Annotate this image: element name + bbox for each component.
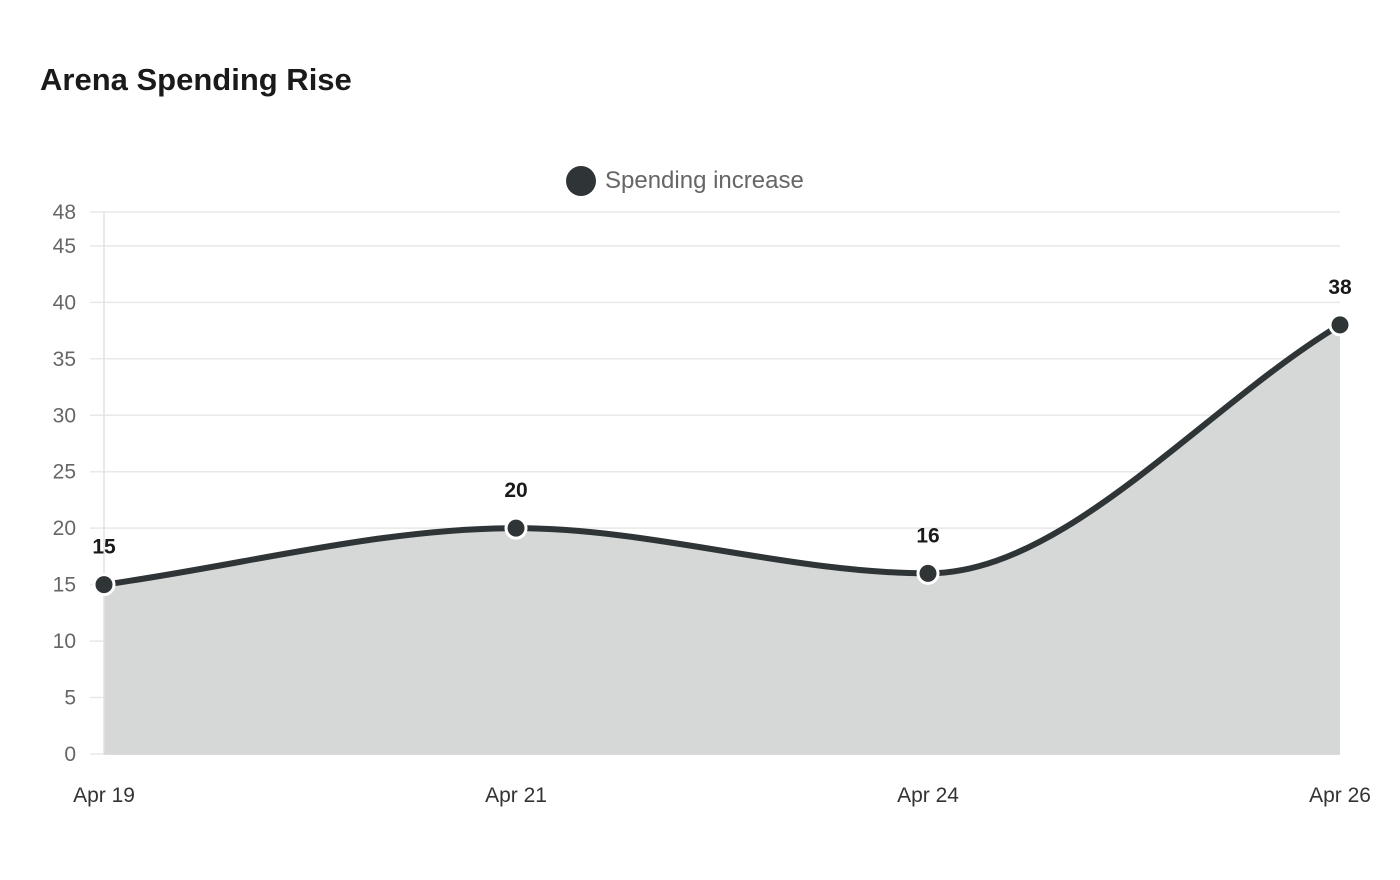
legend[interactable]: Spending increase bbox=[566, 166, 804, 196]
y-tick-label: 5 bbox=[64, 687, 76, 710]
x-tick-label: Apr 24 bbox=[897, 784, 959, 807]
y-tick-label: 30 bbox=[53, 404, 76, 427]
y-tick-label: 20 bbox=[53, 517, 76, 540]
x-tick-label: Apr 19 bbox=[73, 784, 135, 807]
axes bbox=[103, 212, 1340, 755]
y-tick-label: 0 bbox=[64, 743, 76, 766]
x-tick-label: Apr 26 bbox=[1309, 784, 1371, 807]
y-tick-label: 48 bbox=[53, 201, 76, 224]
x-tick-label: Apr 21 bbox=[485, 784, 547, 807]
series-line-layer bbox=[103, 322, 1342, 588]
x-axis-ticks: Apr 19 Apr 21 Apr 24 Apr 26 bbox=[73, 784, 1371, 807]
data-point[interactable] bbox=[92, 573, 116, 597]
data-point[interactable] bbox=[916, 561, 940, 585]
chart-title: Arena Spending Rise bbox=[40, 62, 352, 97]
area-fill bbox=[104, 324, 1340, 754]
y-tick-label: 45 bbox=[53, 235, 76, 258]
y-tick-label: 25 bbox=[53, 461, 76, 484]
data-points bbox=[92, 313, 1352, 597]
data-label: 15 bbox=[92, 536, 116, 559]
y-tick-label: 15 bbox=[53, 574, 76, 597]
y-tick-label: 40 bbox=[53, 291, 76, 314]
data-label: 16 bbox=[916, 524, 939, 547]
data-label: 38 bbox=[1328, 276, 1352, 299]
data-point[interactable] bbox=[504, 516, 528, 540]
legend-marker-icon bbox=[566, 166, 596, 196]
y-axis-ticks: 0 5 10 15 20 25 30 35 40 45 48 bbox=[53, 201, 76, 766]
series-line bbox=[103, 322, 1342, 588]
data-labels: 15 20 16 38 bbox=[92, 276, 1352, 559]
y-tick-label: 35 bbox=[53, 348, 76, 371]
area-fill-layer bbox=[104, 324, 1340, 754]
legend-label: Spending increase bbox=[605, 167, 804, 194]
y-tick-label: 10 bbox=[53, 630, 76, 653]
data-point[interactable] bbox=[1328, 313, 1352, 337]
data-label: 20 bbox=[504, 479, 527, 502]
